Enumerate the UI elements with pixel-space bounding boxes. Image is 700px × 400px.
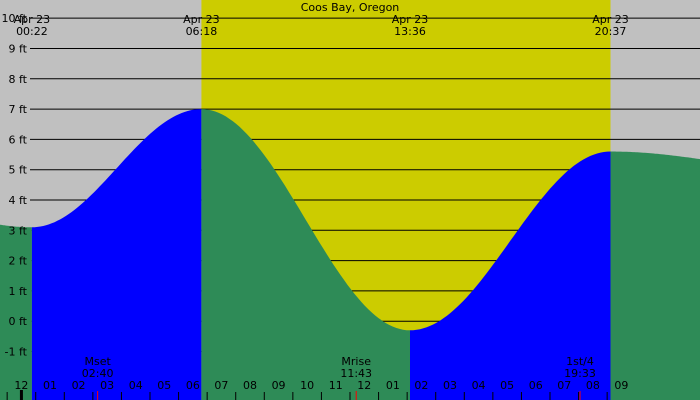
- y-tick-label: 10 ft: [2, 12, 28, 25]
- hour-label: 05: [157, 379, 171, 392]
- rising-tide-area: [410, 151, 611, 400]
- moon-event-time: 11:43: [340, 367, 372, 380]
- hour-label: 02: [414, 379, 428, 392]
- y-axis: 10 ft 9 ft 8 ft 7 ft 6 ft 5 ft 4 ft 3 ft 2 ft 1 f…: [2, 12, 28, 358]
- y-tick-label: 6 ft: [9, 133, 28, 146]
- hour-label: 02: [72, 379, 86, 392]
- hour-label: 04: [472, 379, 486, 392]
- moon-event-label: Mset: [84, 355, 111, 368]
- hour-label: 03: [443, 379, 457, 392]
- extreme-date-label: Apr 23: [183, 13, 220, 26]
- hour-label: 08: [586, 379, 600, 392]
- hour-label: 05: [500, 379, 514, 392]
- moon-event-time: 02:40: [82, 367, 114, 380]
- y-tick-label: 0 ft: [9, 315, 28, 328]
- hour-label: 09: [272, 379, 286, 392]
- extreme-time-label: 20:37: [595, 25, 627, 38]
- falling-tide-area: [610, 151, 700, 400]
- hour-label: 07: [214, 379, 228, 392]
- falling-tide-area: [201, 109, 410, 400]
- extreme-time-label: 00:22: [16, 25, 48, 38]
- extreme-date-label: Apr 23: [592, 13, 629, 26]
- rising-tide-area: [31, 109, 202, 400]
- hour-label: 07: [557, 379, 571, 392]
- hour-label: 06: [529, 379, 543, 392]
- y-tick-label: 2 ft: [9, 255, 28, 268]
- hour-label: 04: [129, 379, 143, 392]
- y-tick-label: 9 ft: [9, 42, 28, 55]
- hour-label: 03: [100, 379, 114, 392]
- hour-label: 08: [243, 379, 257, 392]
- hour-ticks: [6, 390, 608, 400]
- hour-label: 01: [43, 379, 57, 392]
- y-tick-label: 3 ft: [9, 224, 28, 237]
- extreme-date-label: Apr 23: [392, 13, 429, 26]
- hour-label: 01: [386, 379, 400, 392]
- hour-label: 09: [614, 379, 628, 392]
- hour-label: 11: [329, 379, 343, 392]
- hour-label: 06: [186, 379, 200, 392]
- extreme-time-label: 06:18: [186, 25, 218, 38]
- hour-label: 12: [14, 379, 28, 392]
- y-tick-label: 4 ft: [9, 194, 28, 207]
- extreme-date-label: Apr 23: [14, 13, 51, 26]
- hour-label: 10: [300, 379, 314, 392]
- y-tick-label: 7 ft: [9, 103, 28, 116]
- hour-label: 12: [357, 379, 371, 392]
- falling-tide-area: [0, 224, 32, 400]
- tide-curve: [0, 109, 700, 400]
- hour-labels: 1112010203040506070809101112010203040506…: [14, 379, 628, 392]
- chart-title: Coos Bay, Oregon: [301, 1, 400, 14]
- y-tick-label: 1 ft: [9, 285, 28, 298]
- y-tick-label: 8 ft: [9, 73, 28, 86]
- y-tick-label: -1 ft: [5, 346, 28, 359]
- moon-event-label: Mrise: [341, 355, 371, 368]
- moon-event-time: 19:33: [564, 367, 596, 380]
- moon-event-label: 1st/4: [566, 355, 594, 368]
- extreme-time-label: 13:36: [394, 25, 426, 38]
- y-tick-label: 5 ft: [9, 164, 28, 177]
